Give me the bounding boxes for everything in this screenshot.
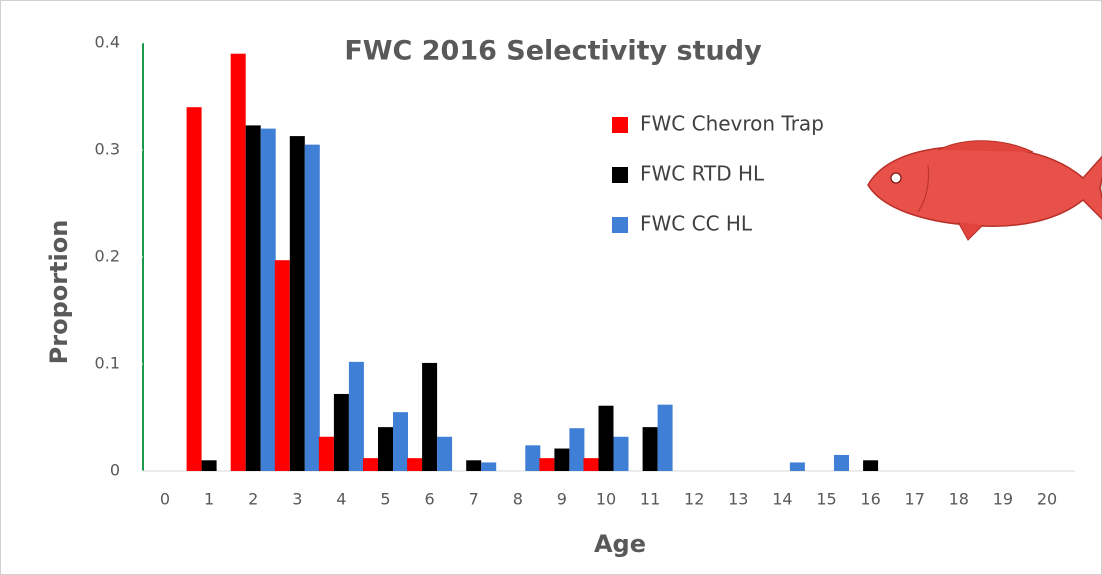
bar xyxy=(466,460,482,471)
legend-swatch xyxy=(612,217,628,233)
bar xyxy=(304,144,320,471)
bar xyxy=(245,125,261,471)
fish xyxy=(867,140,1102,241)
bar xyxy=(407,458,423,471)
bar xyxy=(863,460,879,471)
bar xyxy=(642,427,658,471)
x-tick-label: 8 xyxy=(513,490,523,509)
bar xyxy=(201,460,217,471)
bar xyxy=(657,404,673,471)
y-tick-label: 0.2 xyxy=(95,247,120,266)
x-tick-label: 9 xyxy=(557,490,567,509)
x-tick-label: 11 xyxy=(640,490,660,509)
bar xyxy=(333,393,349,471)
x-tick-label: 6 xyxy=(425,490,435,509)
bar xyxy=(583,458,599,471)
x-tick-label: 17 xyxy=(905,490,925,509)
y-tick-label: 0.1 xyxy=(95,354,120,373)
x-tick-label: 19 xyxy=(993,490,1013,509)
x-tick-label: 14 xyxy=(772,490,792,509)
bar xyxy=(598,405,614,471)
x-tick-label: 1 xyxy=(204,490,214,509)
x-tick-label: 3 xyxy=(292,490,302,509)
legend-label: FWC RTD HL xyxy=(640,162,765,186)
bar xyxy=(613,436,629,471)
bar xyxy=(437,436,453,471)
x-tick-label: 20 xyxy=(1037,490,1057,509)
bar xyxy=(348,361,364,471)
x-tick-label: 18 xyxy=(949,490,969,509)
bar xyxy=(393,412,408,471)
y-tick-label: 0.3 xyxy=(95,140,120,159)
bar xyxy=(289,136,305,471)
x-tick-label: 0 xyxy=(160,490,170,509)
x-tick-label: 16 xyxy=(860,490,880,509)
x-axis-title: Age xyxy=(594,530,646,558)
x-tick-label: 10 xyxy=(596,490,616,509)
bar xyxy=(834,454,849,471)
legend-label: FWC CC HL xyxy=(640,212,753,236)
bar xyxy=(260,128,276,471)
bar xyxy=(363,458,378,471)
legend-swatch xyxy=(612,167,628,183)
x-tick-label: 5 xyxy=(380,490,390,509)
x-tick-label: 7 xyxy=(469,490,479,509)
bar xyxy=(525,445,541,471)
y-tick-label: 0 xyxy=(110,461,120,480)
x-tick-label: 4 xyxy=(336,490,346,509)
x-tick-label: 2 xyxy=(248,490,258,509)
bar xyxy=(378,427,393,471)
bar xyxy=(554,448,570,471)
legend-label: FWC Chevron Trap xyxy=(640,112,824,136)
chart-title: FWC 2016 Selectivity study xyxy=(344,36,762,67)
bar xyxy=(789,462,805,471)
bar xyxy=(186,107,202,471)
x-tick-label: 12 xyxy=(684,490,704,509)
legend-swatch xyxy=(612,117,628,133)
bar xyxy=(318,436,334,471)
bar xyxy=(481,462,497,471)
y-tick-label: 0.4 xyxy=(95,33,120,52)
x-tick-label: 13 xyxy=(728,490,748,509)
bar xyxy=(230,53,246,471)
x-tick-label: 15 xyxy=(816,490,836,509)
y-axis-title: Proportion xyxy=(45,220,73,365)
bar xyxy=(539,458,555,471)
bar xyxy=(569,428,585,471)
bar xyxy=(422,362,438,471)
bar xyxy=(274,260,290,471)
